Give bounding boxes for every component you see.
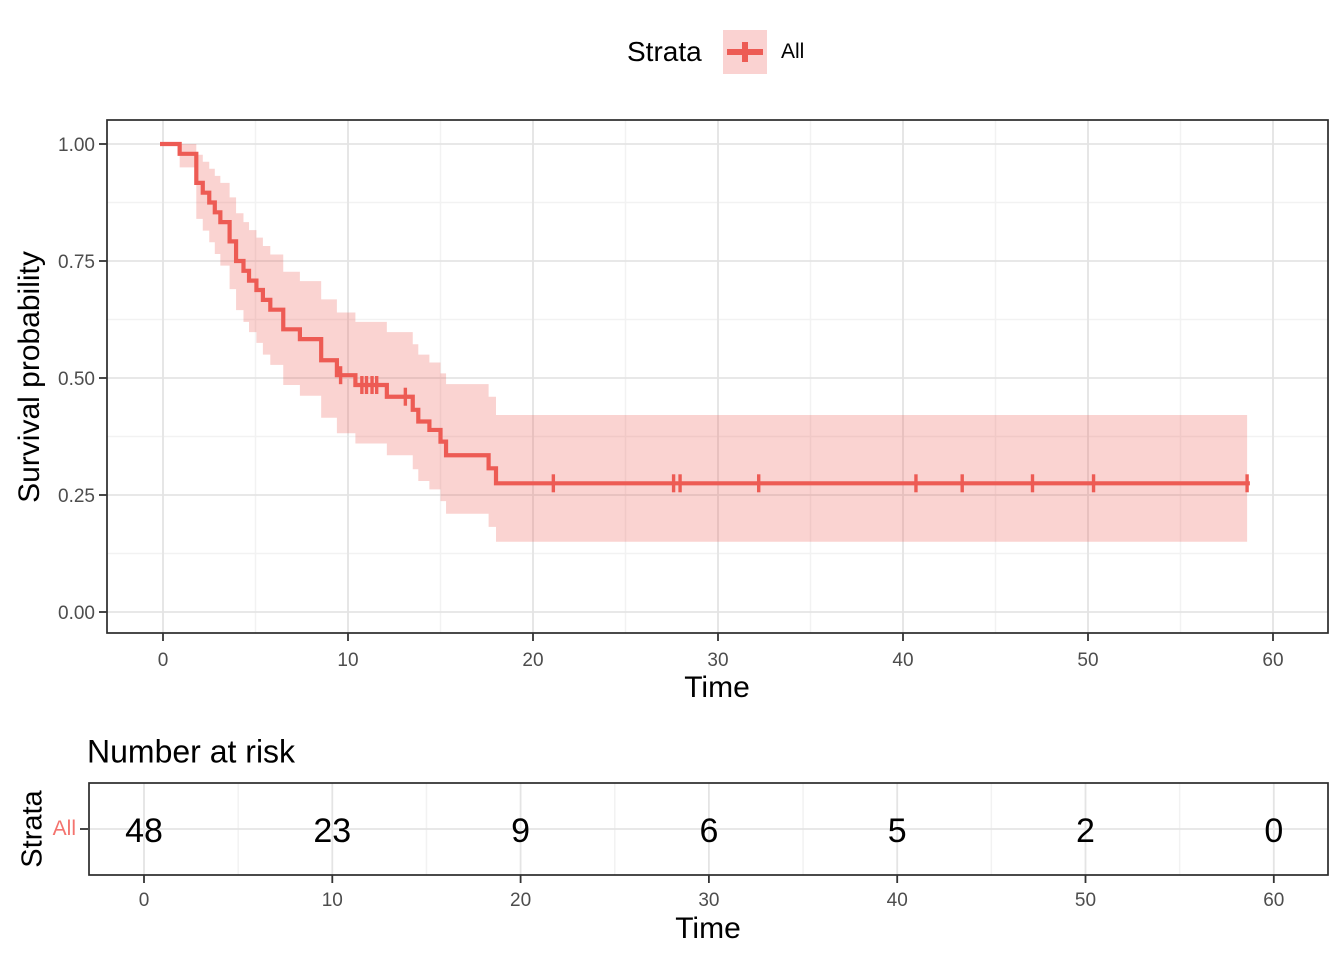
risk-x-tick-label: 40 [887,890,908,911]
risk-count: 6 [699,812,718,850]
risk-table-title: Number at risk [87,733,296,770]
legend-item-label: All [781,40,805,63]
risk-row-label-all: All [52,817,76,840]
y-tick-label: 0.75 [58,252,95,273]
x-tick-label: 10 [337,650,358,671]
risk-x-tick-label: 50 [1075,890,1096,911]
risk-count: 5 [888,812,907,850]
legend-title: Strata [627,36,702,67]
y-tick-label: 0.00 [58,603,95,624]
risk-x-tick-label: 20 [510,890,531,911]
risk-table-y-title: Strata [16,790,49,868]
x-tick-label: 40 [892,650,913,671]
risk-count: 23 [313,812,351,850]
y-tick-label: 0.50 [58,369,95,390]
risk-x-tick-label: 10 [322,890,343,911]
risk-table-x-title: Time [675,912,741,945]
y-tick-label: 0.25 [58,486,95,507]
risk-count: 48 [125,812,163,850]
x-tick-label: 20 [522,650,543,671]
x-tick-label: 0 [158,650,169,671]
legend-key [723,30,767,74]
risk-x-tick-label: 30 [698,890,719,911]
risk-count: 0 [1264,812,1283,850]
risk-x-tick-label: 60 [1263,890,1284,911]
x-tick-label: 50 [1077,650,1098,671]
risk-count: 2 [1076,812,1095,850]
x-tick-label: 30 [707,650,728,671]
y-tick-label: 1.00 [58,135,95,156]
x-axis-title: Time [684,671,750,704]
km-survival-curve [160,141,1250,486]
risk-x-tick-label: 0 [139,890,150,911]
risk-count: 9 [511,812,530,850]
x-tick-label: 60 [1262,650,1283,671]
y-axis-title: Survival probability [13,251,46,503]
